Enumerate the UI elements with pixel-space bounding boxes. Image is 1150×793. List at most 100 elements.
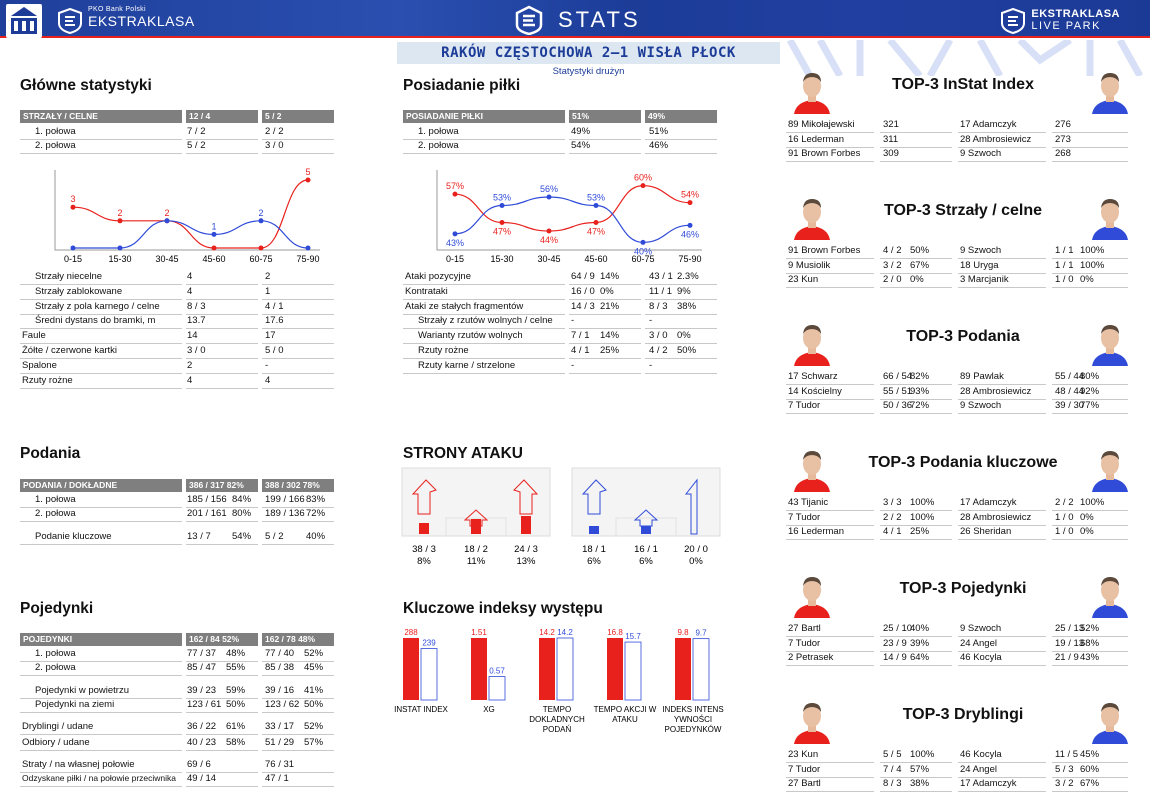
key-index-bar-home bbox=[539, 638, 555, 700]
attack-arrow-icon bbox=[581, 479, 607, 515]
top3-line bbox=[958, 398, 1046, 400]
top-header: PKO Bank Polski EKSTRAKLASA STATS EKSTRA… bbox=[0, 0, 1150, 40]
top3-away-value: 268 bbox=[1055, 148, 1071, 159]
top3-home-pct: 72% bbox=[910, 400, 930, 411]
attack-side-bar bbox=[521, 516, 531, 534]
top3-line bbox=[958, 161, 1046, 162]
key-index-label: PODAŃ bbox=[543, 725, 572, 734]
top3-home-player: 43 Tijanic bbox=[788, 497, 829, 508]
top3-away-player: 26 Sheridan bbox=[960, 526, 1012, 537]
top3-home-value: 14 / 9 bbox=[883, 652, 907, 663]
shots-chart-x-tick: 0-15 bbox=[64, 254, 82, 264]
poj-row-home-pct: 58% bbox=[226, 737, 246, 748]
glowne-row-line bbox=[186, 343, 258, 345]
top3-away-player: 46 Kocyla bbox=[960, 652, 1002, 663]
poj-row-line bbox=[186, 675, 258, 676]
pos-row-away-pct: 2.3% bbox=[677, 271, 699, 282]
pos-row-away: - bbox=[649, 315, 653, 327]
poj-row-label: Dryblingi / udane bbox=[22, 721, 94, 732]
glowne-row-line bbox=[262, 387, 334, 389]
glowne-row-line bbox=[20, 298, 182, 300]
attack-side-pct: 11% bbox=[467, 556, 486, 567]
ekstraklasa-badge-icon bbox=[58, 8, 82, 34]
attack-side-pct: 6% bbox=[639, 556, 653, 567]
top3-title: TOP-3 Podania bbox=[906, 328, 1020, 345]
glowne-row-home: 14 bbox=[187, 330, 198, 342]
top3-line bbox=[786, 636, 874, 637]
poj-row-home-pct: 55% bbox=[226, 662, 246, 673]
poj-row-label: Pojedynki w powietrzu bbox=[35, 685, 129, 696]
top3-home-player: 2 Petrasek bbox=[788, 652, 834, 663]
top3-line bbox=[880, 636, 952, 637]
top3-home-player: 14 Kościelny bbox=[788, 385, 842, 397]
section-title-posiadanie: Posiadanie piłki bbox=[403, 77, 521, 94]
pod-row-line bbox=[186, 507, 258, 508]
poj-row-home: 49 / 14 bbox=[187, 773, 217, 784]
stats-title: STATS bbox=[515, 5, 641, 35]
pos-half-line bbox=[403, 153, 565, 154]
glowne-row-line bbox=[186, 372, 258, 374]
attack-side-value: 38 / 3 bbox=[412, 544, 436, 555]
glowne-half-label: 2. połowa bbox=[35, 140, 76, 151]
pos-head-label: POSIADANIE PIŁKI bbox=[403, 110, 565, 123]
top3-line bbox=[1052, 384, 1128, 385]
top3-home-player: 23 Kun bbox=[788, 274, 819, 285]
top3-home-player: 7 Tudor bbox=[788, 763, 821, 775]
key-index-label: DOKLADNYCH bbox=[529, 715, 585, 724]
top3-home-value: 55 / 51 bbox=[883, 385, 913, 397]
poj-row-line bbox=[186, 786, 258, 787]
poj-row-away: 76 / 31 bbox=[265, 759, 295, 770]
player-photo-home-icon bbox=[794, 577, 830, 618]
poj-row-away-pct: 57% bbox=[304, 737, 324, 748]
top3-home-player: 16 Lederman bbox=[788, 526, 844, 537]
key-index-label: TEMPO bbox=[543, 705, 571, 714]
top3-line bbox=[958, 510, 1046, 511]
pod-row-label: 1. połowa bbox=[35, 494, 76, 505]
pos-row-label: Warianty rzutów wolnych bbox=[418, 330, 523, 342]
glowne-head-home: 12 / 4 bbox=[186, 110, 258, 123]
top3-away-pct: 45% bbox=[1080, 749, 1100, 760]
top3-home-player: 17 Schwarz bbox=[788, 371, 838, 382]
top3-home-player: 7 Tudor bbox=[788, 637, 821, 649]
top3-home-value: 8 / 3 bbox=[883, 778, 902, 789]
pos-head-away: 49% bbox=[645, 110, 717, 123]
top3-away-player: 28 Ambrosiewicz bbox=[960, 385, 1032, 397]
key-index-label: INDEKS INTENS bbox=[662, 705, 723, 714]
top3-home-pct: 67% bbox=[910, 259, 930, 271]
pod-row-line bbox=[262, 544, 334, 545]
top3-away-pct: 43% bbox=[1080, 652, 1100, 663]
possession-chart-data-label: 60% bbox=[634, 173, 652, 183]
top3-away-pct: 67% bbox=[1080, 778, 1100, 789]
top3-line bbox=[786, 272, 874, 274]
glowne-half-label: 1. połowa bbox=[35, 126, 76, 137]
pos-row-away: 43 / 1 bbox=[649, 271, 673, 282]
key-index-bar-home bbox=[403, 638, 419, 700]
glowne-half-home: 7 / 2 bbox=[187, 126, 206, 137]
pos-half-away: 51% bbox=[649, 126, 669, 137]
possession-chart-x-tick: 75-90 bbox=[678, 254, 701, 264]
top3-line bbox=[1052, 413, 1128, 414]
top3-line bbox=[880, 539, 952, 540]
pod-row-home: 185 / 156 bbox=[187, 494, 227, 505]
possession-chart-data-label: 54% bbox=[681, 190, 699, 200]
top3-home-pct: 100% bbox=[910, 511, 935, 523]
pos-row-away-pct: 38% bbox=[677, 300, 697, 312]
glowne-row-line bbox=[186, 387, 258, 389]
top3-line bbox=[880, 413, 952, 414]
pos-row-label: Rzuty karne / strzelone bbox=[418, 359, 516, 371]
possession-chart-point bbox=[452, 231, 458, 237]
glowne-row-line bbox=[20, 387, 182, 389]
shots-chart-point bbox=[305, 245, 311, 251]
pos-half-line bbox=[645, 139, 717, 140]
attack-side-pct: 6% bbox=[587, 556, 601, 567]
ekstraklasa-e-icon bbox=[515, 5, 543, 35]
player-photo-away-icon bbox=[1092, 199, 1128, 240]
poj-row-away-pct: 52% bbox=[304, 648, 324, 659]
top3-line bbox=[880, 272, 952, 274]
top3-home-pct: 25% bbox=[910, 526, 930, 537]
possession-chart-point bbox=[640, 239, 646, 245]
top3-away-pct: 60% bbox=[1080, 763, 1100, 775]
poj-row-away-pct: 45% bbox=[304, 662, 324, 673]
shots-chart-point bbox=[164, 218, 170, 224]
glowne-row-line bbox=[186, 358, 258, 359]
